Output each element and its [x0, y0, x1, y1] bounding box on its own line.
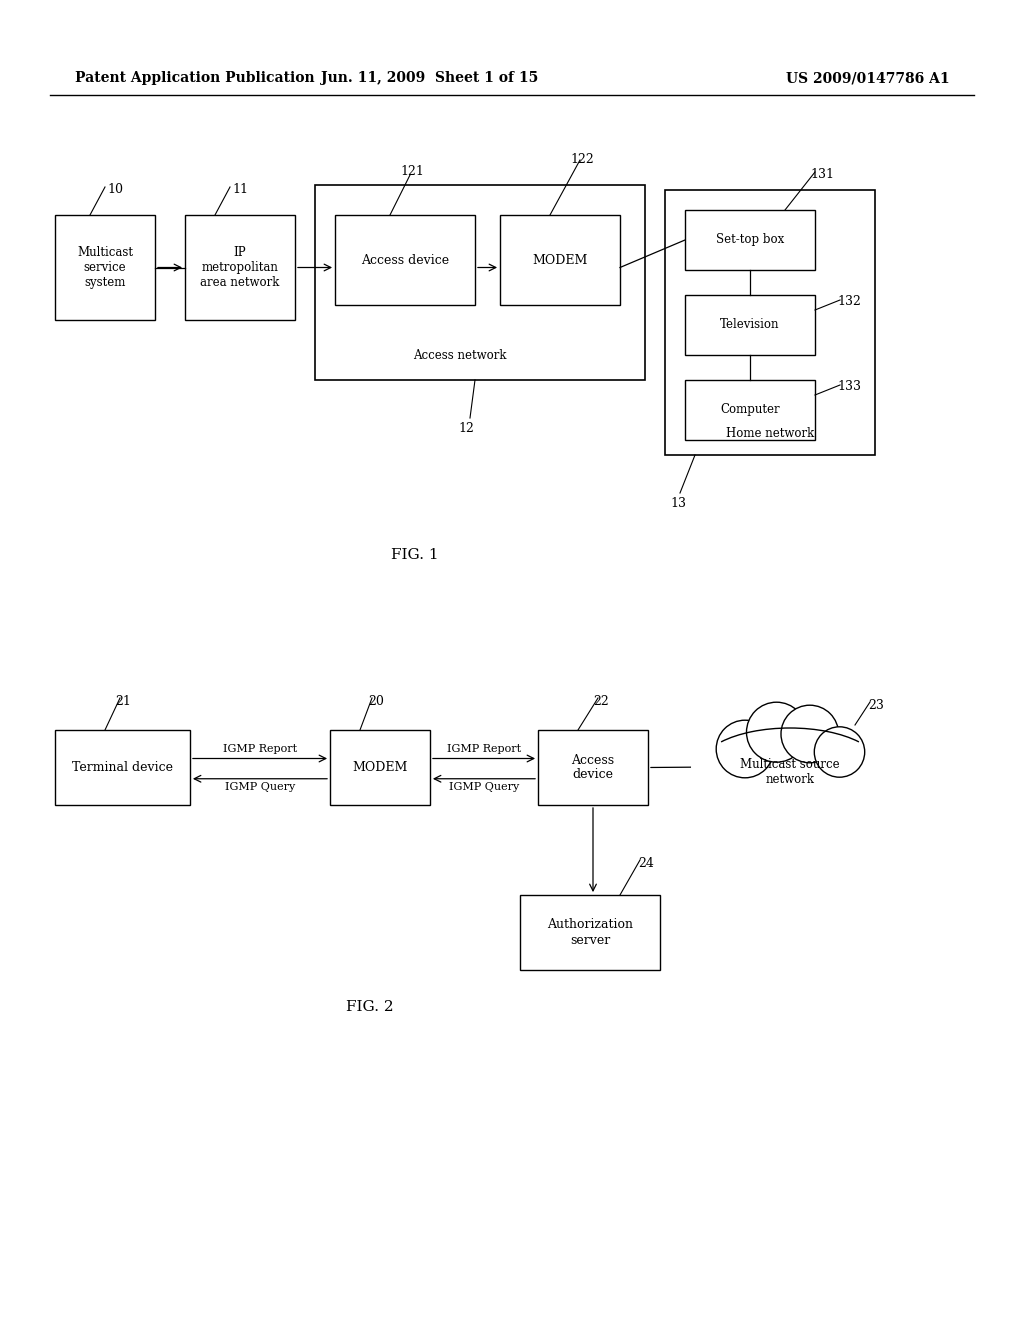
Text: 23: 23 [868, 700, 884, 711]
Text: IGMP Report: IGMP Report [223, 743, 297, 754]
Text: Access network: Access network [414, 348, 507, 362]
Text: Access
device: Access device [571, 754, 614, 781]
Bar [185, 215, 295, 319]
Text: Patent Application Publication: Patent Application Publication [75, 71, 314, 84]
Text: Access device: Access device [360, 253, 450, 267]
Text: MODEM: MODEM [352, 762, 408, 774]
Circle shape [746, 702, 807, 762]
Text: Terminal device: Terminal device [72, 762, 173, 774]
Bar [538, 730, 648, 805]
Bar [55, 730, 190, 805]
Text: Computer: Computer [720, 404, 780, 417]
Text: IGMP Query: IGMP Query [449, 781, 519, 792]
Text: Multicast
service
system: Multicast service system [77, 246, 133, 289]
Bar [315, 185, 645, 380]
Text: 132: 132 [837, 294, 861, 308]
Bar [685, 380, 815, 440]
Circle shape [781, 705, 839, 763]
Circle shape [716, 721, 774, 777]
Text: 133: 133 [837, 380, 861, 393]
Text: Authorization
server: Authorization server [547, 919, 633, 946]
Text: 121: 121 [400, 165, 424, 178]
Text: IGMP Report: IGMP Report [446, 743, 521, 754]
Text: 131: 131 [810, 168, 834, 181]
Text: Television: Television [720, 318, 779, 331]
Text: 24: 24 [638, 857, 654, 870]
Text: 22: 22 [593, 696, 608, 708]
Circle shape [814, 727, 864, 777]
Text: 12: 12 [458, 422, 474, 436]
Text: 13: 13 [670, 498, 686, 510]
Text: 21: 21 [115, 696, 131, 708]
Text: IP
metropolitan
area network: IP metropolitan area network [201, 246, 280, 289]
Text: Multicast source
network: Multicast source network [740, 758, 840, 785]
Text: 20: 20 [368, 696, 384, 708]
Text: 10: 10 [106, 183, 123, 195]
Bar [55, 215, 155, 319]
Bar [335, 215, 475, 305]
Text: Home network: Home network [726, 426, 814, 440]
Bar [330, 730, 430, 805]
Text: Set-top box: Set-top box [716, 234, 784, 247]
Text: 11: 11 [232, 183, 248, 195]
Bar [665, 190, 874, 455]
Text: Jun. 11, 2009  Sheet 1 of 15: Jun. 11, 2009 Sheet 1 of 15 [322, 71, 539, 84]
Text: US 2009/0147786 A1: US 2009/0147786 A1 [786, 71, 950, 84]
Bar [685, 210, 815, 271]
Text: 122: 122 [570, 153, 594, 166]
Bar [500, 215, 620, 305]
Bar [520, 895, 660, 970]
Text: IGMP Query: IGMP Query [225, 781, 295, 792]
Ellipse shape [691, 725, 889, 809]
Bar [685, 294, 815, 355]
Text: FIG. 2: FIG. 2 [346, 1001, 394, 1014]
Text: MODEM: MODEM [532, 253, 588, 267]
Text: FIG. 1: FIG. 1 [391, 548, 439, 562]
